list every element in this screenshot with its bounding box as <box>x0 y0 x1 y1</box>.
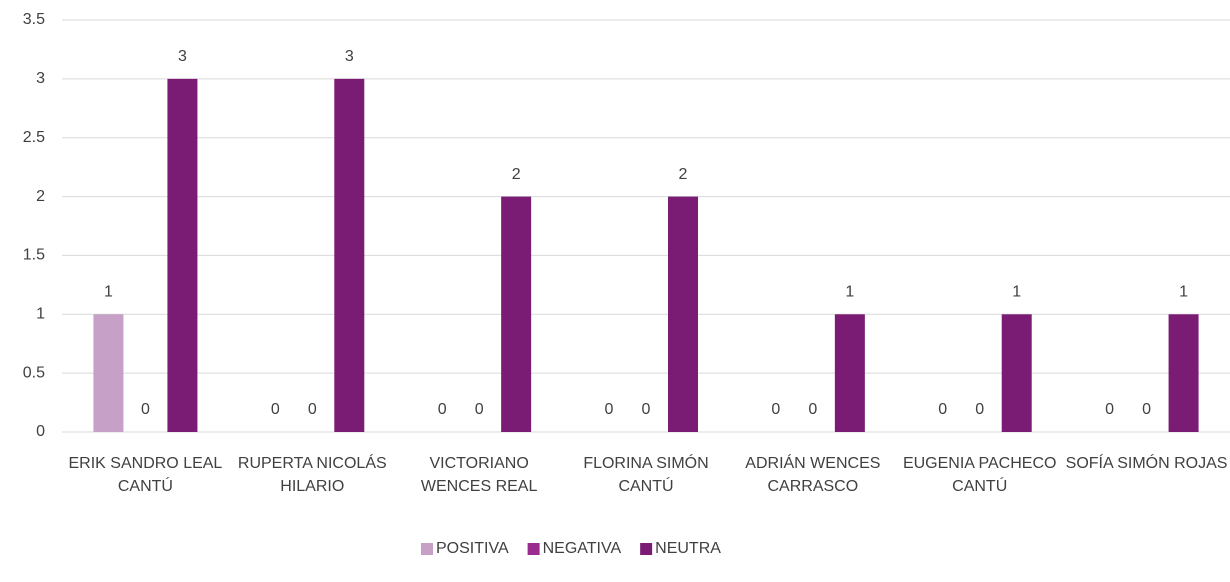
data-label: 1 <box>1179 284 1188 301</box>
x-tick-label: EUGENIA PACHECO CANTÚ <box>902 455 1057 495</box>
data-label: 1 <box>104 284 113 301</box>
data-label: 0 <box>1142 401 1151 418</box>
bar <box>668 196 698 432</box>
x-tick-label: FLORINA SIMÓN CANTÚ <box>583 455 709 495</box>
data-label: 3 <box>178 48 187 65</box>
y-tick-label: 2 <box>36 188 45 205</box>
legend-swatch <box>527 543 540 555</box>
data-label: 0 <box>808 401 817 418</box>
y-tick-label: 0.5 <box>23 364 45 381</box>
bar <box>1001 314 1032 432</box>
y-tick-label: 0 <box>36 423 45 440</box>
data-label: 0 <box>771 401 780 418</box>
x-tick-label: VICTORIANO WENCES REAL <box>420 455 538 495</box>
y-tick-label: 1.5 <box>23 247 45 264</box>
data-label: 0 <box>308 401 317 418</box>
x-tick-label: SOFÍA SIMÓN ROJAS <box>1065 455 1228 472</box>
y-tick-label: 2.5 <box>23 129 45 146</box>
y-tick-label: 3 <box>36 70 45 87</box>
legend-label: POSITIVA <box>436 540 509 557</box>
legend-label: NEUTRA <box>655 540 721 557</box>
data-label: 0 <box>938 401 947 418</box>
data-label: 0 <box>642 401 651 418</box>
legend-swatch <box>640 543 653 555</box>
data-label: 2 <box>512 166 521 183</box>
data-label: 0 <box>975 401 984 418</box>
data-label: 1 <box>845 284 854 301</box>
bar <box>834 314 865 432</box>
data-label: 0 <box>605 401 614 418</box>
x-tick-label: ERIK SANDRO LEAL CANTÚ <box>68 455 223 495</box>
bar <box>167 78 198 432</box>
data-label: 0 <box>141 401 150 418</box>
data-label: 0 <box>438 401 447 418</box>
y-tick-label: 1 <box>36 306 45 323</box>
bar <box>501 196 532 432</box>
x-tick-label: ADRIÁN WENCES CARRASCO <box>745 455 881 495</box>
bar <box>1168 314 1199 432</box>
bar <box>93 314 124 432</box>
data-label: 0 <box>271 401 280 418</box>
bar <box>334 78 365 432</box>
data-label: 2 <box>679 166 688 183</box>
y-tick-label: 3.5 <box>23 11 45 28</box>
data-label: 3 <box>345 48 354 65</box>
legend-label: NEGATIVA <box>543 540 622 557</box>
legend-swatch <box>421 543 433 555</box>
data-label: 0 <box>475 401 484 418</box>
data-label: 1 <box>1012 284 1021 301</box>
x-tick-label: RUPERTA NICOLÁS HILARIO <box>237 455 387 495</box>
data-label: 0 <box>1105 401 1114 418</box>
